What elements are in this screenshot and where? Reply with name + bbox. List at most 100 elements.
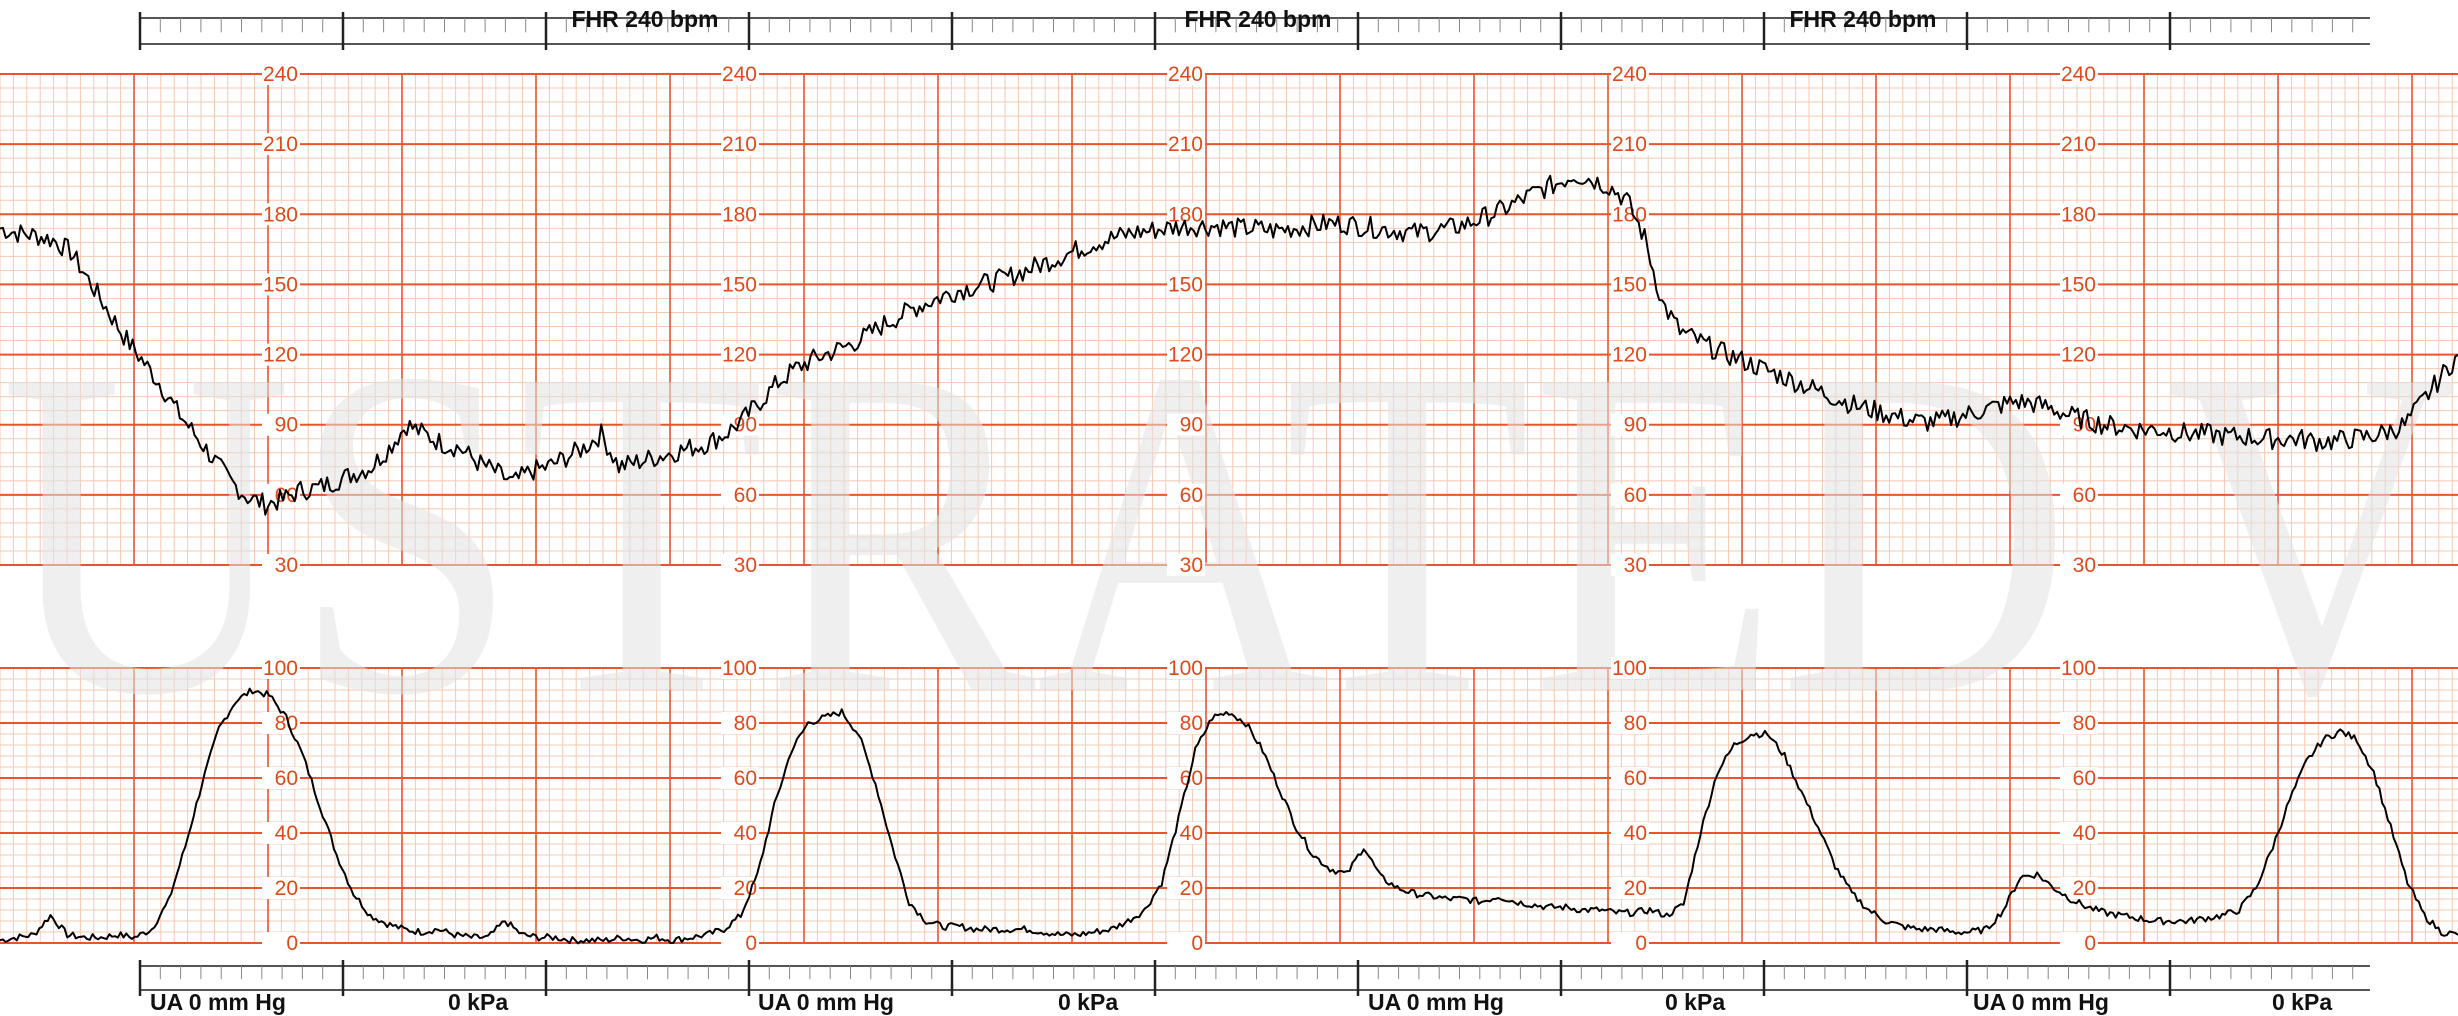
tick-label-bg — [262, 203, 300, 226]
tick-label-bg — [1611, 273, 1649, 296]
tick-label-bg — [721, 483, 759, 506]
tick-label: 100 — [263, 657, 298, 680]
tick-label-bg — [2060, 877, 2098, 899]
tick-label: 120 — [722, 344, 757, 367]
tick-label: 60 — [1624, 484, 1647, 507]
tick-label-bg — [262, 657, 300, 679]
tick-label-bg — [1611, 712, 1649, 734]
tick-label-bg — [1611, 203, 1649, 226]
tick-label: 100 — [2061, 657, 2096, 680]
tick-label: 100 — [1612, 657, 1647, 680]
tick-label-bg — [262, 63, 300, 85]
fhr-scale-headers: FHR 240 bpm FHR 240 bpm FHR 240 bpm — [572, 6, 1937, 32]
tick-label: 60 — [1624, 767, 1647, 790]
tick-label: 80 — [734, 712, 757, 735]
tick-label-bg — [721, 657, 759, 679]
tick-label: 210 — [263, 133, 298, 156]
tick-label-bg — [1611, 343, 1649, 366]
tick-label: 240 — [1612, 63, 1647, 86]
tick-label-bg — [262, 932, 300, 954]
tick-label: 30 — [1624, 554, 1647, 577]
tick-label: 100 — [722, 657, 757, 680]
tick-label-bg — [262, 343, 300, 366]
tick-label: 60 — [275, 767, 298, 790]
tick-label-bg — [721, 822, 759, 844]
tick-label: 150 — [1168, 273, 1203, 296]
tick-label-bg — [1167, 767, 1205, 789]
tick-label-bg — [2060, 822, 2098, 844]
axis-tick-labels: 30 60 90 120 150 180 210 240 30 60 90 120 150 180 210 2… — [262, 63, 2098, 955]
tick-label: 80 — [1624, 712, 1647, 735]
tick-label-bg — [1167, 273, 1205, 296]
watermark-overlay: USTRATED V — [0, 271, 2458, 792]
tick-label-bg — [262, 822, 300, 844]
tick-label-bg — [2060, 932, 2098, 954]
tick-label: 40 — [734, 822, 757, 845]
tick-label-bg — [2060, 133, 2098, 156]
tick-label: 240 — [722, 63, 757, 86]
tick-label: 80 — [275, 712, 298, 735]
ua-scale-footer-kpa: 0 kPa — [1058, 989, 1118, 1015]
tick-label: 120 — [1168, 344, 1203, 367]
tick-label-bg — [721, 932, 759, 954]
tick-label-bg — [2060, 483, 2098, 506]
ua-scale-footers: UA 0 mm Hg 0 kPa UA 0 mm Hg 0 kPa UA 0 m… — [150, 989, 2332, 1015]
tick-label-bg — [721, 63, 759, 85]
tick-label: 0 — [286, 932, 298, 955]
tick-label-bg — [262, 273, 300, 296]
tick-label: 150 — [722, 273, 757, 296]
tick-label-bg — [1167, 657, 1205, 679]
tick-label: 20 — [1624, 877, 1647, 900]
tick-label: 80 — [1180, 712, 1203, 735]
tick-label-bg — [1611, 483, 1649, 506]
ua-scale-footer-mmhg: UA 0 mm Hg — [1973, 989, 2109, 1015]
tick-label: 20 — [275, 877, 298, 900]
tick-label-bg — [721, 133, 759, 156]
tick-label: 210 — [1168, 133, 1203, 156]
tick-label-bg — [2060, 343, 2098, 366]
tick-label: 20 — [2073, 877, 2096, 900]
tick-label: 40 — [275, 822, 298, 845]
tick-label: 60 — [1180, 484, 1203, 507]
tick-label: 180 — [722, 203, 757, 226]
tick-label-bg — [721, 273, 759, 296]
tick-label: 30 — [734, 554, 757, 577]
tick-label-bg — [262, 133, 300, 156]
tick-label-bg — [1611, 413, 1649, 436]
tick-label-bg — [2060, 273, 2098, 296]
ua-scale-footer-mmhg: UA 0 mm Hg — [758, 989, 894, 1015]
tick-label-bg — [2060, 63, 2098, 85]
tick-label-bg — [1167, 413, 1205, 436]
tick-label-bg — [262, 877, 300, 899]
tick-label-bg — [1167, 343, 1205, 366]
tick-label: 180 — [263, 203, 298, 226]
tick-label-bg — [1611, 767, 1649, 789]
tick-label: 40 — [1180, 822, 1203, 845]
tick-label: 210 — [722, 133, 757, 156]
tick-label: 90 — [1180, 414, 1203, 437]
tick-label-bg — [1167, 877, 1205, 899]
tick-label-bg — [1611, 657, 1649, 679]
ua-scale-footer-kpa: 0 kPa — [448, 989, 508, 1015]
chart-grid — [0, 73, 2458, 944]
tick-label-bg — [262, 413, 300, 436]
tick-label-bg — [2060, 657, 2098, 679]
tick-label: 90 — [275, 414, 298, 437]
tick-label: 0 — [745, 932, 757, 955]
tick-label: 30 — [2073, 554, 2096, 577]
tick-label-bg — [1167, 133, 1205, 156]
ua-scale-footer-mmhg: UA 0 mm Hg — [1368, 989, 1504, 1015]
tick-label-bg — [2060, 554, 2098, 576]
tick-label: 0 — [1191, 932, 1203, 955]
tick-label-bg — [721, 554, 759, 576]
tick-label-bg — [1611, 932, 1649, 954]
tick-label: 120 — [2061, 344, 2096, 367]
tick-label-bg — [721, 203, 759, 226]
tick-label-bg — [1167, 932, 1205, 954]
tick-label-bg — [1167, 554, 1205, 576]
tick-label: 60 — [734, 767, 757, 790]
tick-label: 60 — [2073, 484, 2096, 507]
svg-text:USTRATED V: USTRATED V — [0, 271, 2458, 792]
tick-label-bg — [1167, 712, 1205, 734]
